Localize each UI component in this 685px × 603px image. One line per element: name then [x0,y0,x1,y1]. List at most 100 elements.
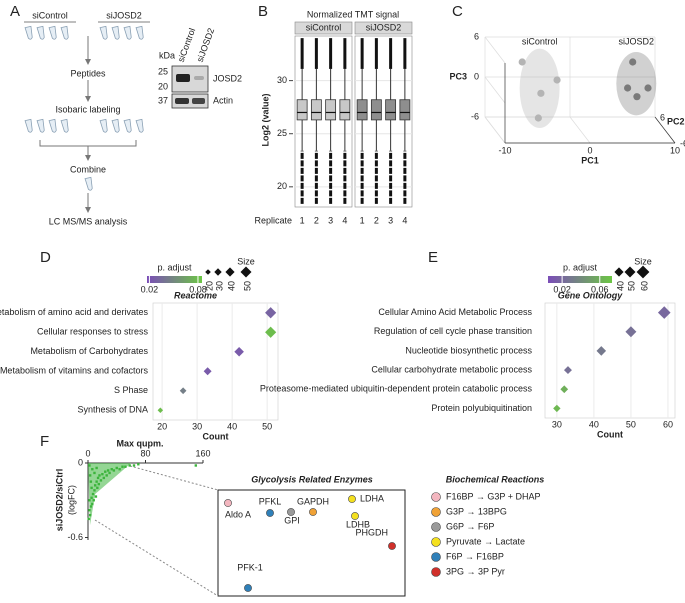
pca-point [629,58,637,66]
grid-line [569,116,591,144]
tube [111,25,120,40]
colorbar-label: 0.08 [189,284,207,294]
scatter-point [88,474,92,477]
blot [171,93,209,109]
x-tick-label: 50 [626,419,636,429]
tube [84,176,93,191]
scatter-point [89,480,93,483]
marker-label: 25 [158,66,168,76]
x-tick-label: 1 [300,215,305,225]
x-tick-label: 1 [360,215,365,225]
facet-strip [294,21,353,35]
category-label: Metabolism of Carbohydrates [30,346,148,356]
scatter-point [88,508,91,512]
panel-label: A [10,3,20,20]
x-axis-title: Count [597,429,623,439]
x-tick-label: 0 [587,145,592,155]
arrows [39,36,137,213]
facet-panel [354,35,413,208]
blot-band [194,76,204,80]
enzyme-label: PFK-1 [237,562,263,572]
z-tick-label: 6 [474,31,479,41]
x-tick-label: 40 [589,419,599,429]
scatter-point [91,492,95,496]
tube [123,118,132,133]
dot [625,326,637,338]
z-axis-title: PC3 [449,71,467,81]
scatter-point [90,496,93,499]
scatter-point [93,484,97,487]
dot [265,326,277,338]
reaction-key [431,567,441,577]
size-label: 50 [626,281,636,291]
box [370,99,382,121]
x-tick-label: 10 [670,145,680,155]
reaction-label: 3PG → 3P Pyr [446,566,505,576]
category-label: Protein polyubiquitination [431,403,532,413]
zoom-line [94,519,219,597]
reaction-key [431,552,441,562]
dot [265,307,277,319]
scatter-point [93,471,96,475]
reaction-label: Pyruvate → Lactate [446,536,525,546]
z-tick-label: -6 [471,111,479,121]
x-tick-label: 0 [85,448,90,458]
tube [36,118,45,133]
y-tick-label: 30 [277,75,287,85]
plot-area [152,302,279,421]
x-tick-label: 2 [314,215,319,225]
axis-line [654,116,676,144]
reaction-label: G3P → 13BPG [446,506,507,516]
reaction-key [431,492,441,502]
x-tick-label: 4 [402,215,407,225]
x-tick-label: 3 [328,215,333,225]
x-tick-label: 2 [374,215,379,225]
size-key [214,268,222,276]
group-label: siJOSD2 [619,36,655,46]
pca-point [644,84,652,92]
tube [135,118,144,133]
blot-band [192,98,205,104]
box [339,99,351,121]
enzyme-label: GAPDH [297,496,329,506]
y-tick-label: 0 [78,457,83,467]
enzyme-dot [348,495,356,503]
tube [135,25,144,40]
step-label: Peptides [70,68,106,78]
cluster-ellipse [519,48,560,128]
reaction-label: F6P → F16BP [446,551,504,561]
category-label: Cellular Amino Acid Metabolic Process [378,307,532,317]
enzyme-dot [244,584,252,592]
scatter-point [132,464,136,467]
group-label: siControl [32,10,68,20]
tube [48,118,57,133]
enzyme-label: LDHA [360,493,384,503]
scatter-point [194,464,198,467]
panel-label: D [40,249,51,266]
reaction-key [431,522,441,532]
pca-point [553,76,561,84]
dot [563,366,572,375]
enzyme-label: Aldo A [225,509,251,519]
pca-point [534,114,542,122]
chart-title: Reactome [174,290,217,300]
x-tick-label: 60 [663,419,673,429]
x-tick-label: 40 [227,421,237,431]
y-axis-title: PC2 [667,116,685,126]
y-tick-label: 20 [277,181,287,191]
scatter-point [88,499,91,502]
pca-point [624,84,632,92]
scatter-point [110,468,113,471]
size-label: 40 [226,281,236,291]
x-tick-label: 50 [262,421,272,431]
x-axis-title: Replicate [254,215,292,225]
size-key [225,267,235,277]
x-tick-label: 160 [195,448,210,458]
legend-title: Biochemical Reactions [446,474,545,484]
dot [234,346,244,357]
band-label: JOSD2 [213,73,242,83]
dot [203,367,212,376]
category-label: Metabolism of vitamins and cofactors [0,366,148,376]
lane-label: siJOSD2 [195,27,217,64]
zoom-title: Glycolysis Related Enzymes [251,474,373,484]
